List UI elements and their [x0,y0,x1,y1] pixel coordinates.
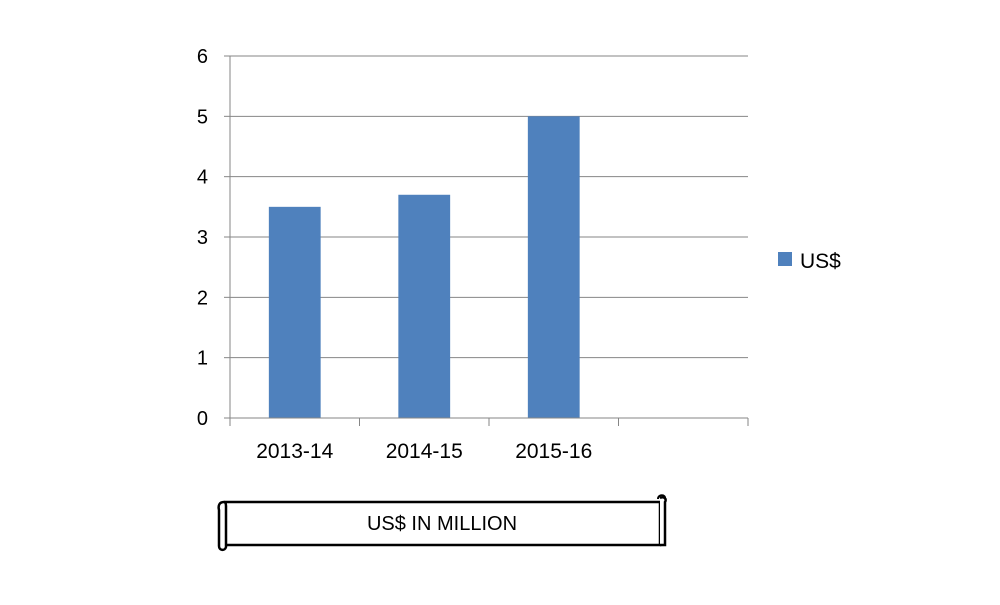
y-tick-label: 5 [197,106,208,128]
bar-2015-16 [527,116,580,418]
y-tick-label: 3 [197,227,208,249]
legend: US$ [778,250,841,273]
x-category-label: 2015-16 [515,440,592,463]
x-category-label: 2013-14 [256,440,333,463]
legend-swatch [778,252,792,266]
units-annotation: US$ IN MILLION [367,513,517,535]
axis-labels: 0 1 2 3 4 5 6 2013-14 2014-15 2015-16 [197,46,592,463]
legend-label: US$ [800,250,841,273]
bars [268,116,580,418]
units-banner: US$ IN MILLION [217,494,667,552]
y-tick-label: 6 [197,46,208,68]
axes [224,55,749,426]
y-tick-label: 1 [197,348,208,370]
y-tick-label: 4 [197,167,208,189]
y-tick-label: 0 [197,408,208,430]
bar-2013-14 [268,206,321,418]
x-category-label: 2014-15 [386,440,463,463]
bar-2014-15 [398,194,451,418]
y-tick-label: 2 [197,287,208,309]
